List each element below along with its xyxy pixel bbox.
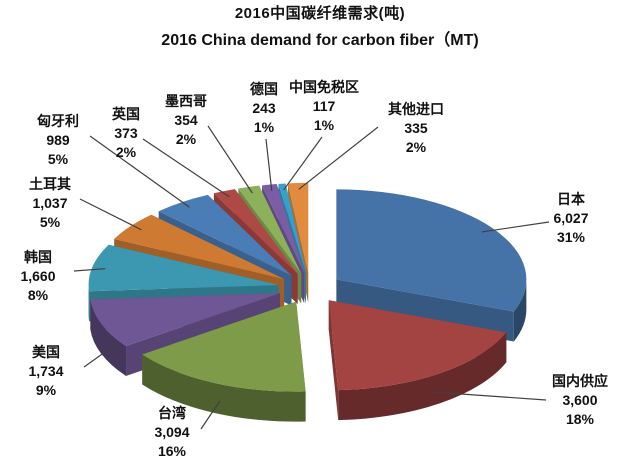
- slice-pct: 8%: [27, 287, 49, 303]
- slice-pct: 2%: [115, 144, 137, 160]
- pie-slice-domestic-supply-rim: [338, 332, 507, 421]
- slice-label-other-imports: 其他进口 335 2%: [351, 100, 481, 157]
- slice-value: 3,600: [562, 392, 598, 408]
- slice-label-usa: 美国 1,734 9%: [0, 343, 111, 400]
- slice-name: 台湾: [158, 405, 186, 421]
- leader-line-other-imports: [298, 126, 379, 190]
- slice-name: 德国: [250, 81, 278, 97]
- slice-pct: 9%: [35, 382, 57, 398]
- leader-line-germany: [265, 138, 273, 191]
- leader-line-turkey: [79, 198, 142, 231]
- slice-value: 373: [114, 125, 138, 141]
- slice-value: 3,094: [154, 424, 190, 440]
- slice-value: 354: [174, 112, 198, 128]
- slice-name: 土耳其: [29, 176, 71, 192]
- slice-label-turkey: 土耳其 1,037 5%: [0, 175, 115, 232]
- leader-line-usa: [83, 345, 115, 368]
- slice-label-domestic-supply: 国内供应 3,600 18%: [515, 372, 640, 429]
- pie-slice-turkey-top: [114, 214, 285, 280]
- slice-pct: 1%: [253, 119, 275, 135]
- slice-name: 其他进口: [388, 101, 444, 117]
- pie-slice-taiwan-rim: [142, 354, 306, 422]
- leader-line-japan: [481, 221, 550, 233]
- pie-slice-domestic-supply-cut-face: [328, 300, 339, 421]
- pie-slice-japan-rim: [513, 279, 527, 342]
- slice-pct: 2%: [175, 131, 197, 147]
- slice-value: 117: [312, 98, 336, 114]
- pie-slice-germany-top: [262, 184, 305, 274]
- pie-slice-south-korea-top: [88, 244, 279, 292]
- slice-value: 335: [404, 120, 428, 136]
- pie-slice-china-bonded-zone-top: [278, 183, 306, 273]
- slice-name: 英国: [112, 106, 140, 122]
- slice-name: 韩国: [24, 249, 52, 265]
- pie-slice-usa-top: [90, 293, 280, 346]
- slice-pct: 5%: [47, 151, 69, 167]
- slice-label-germany: 德国 243 1%: [199, 80, 329, 137]
- slice-label-china-bonded-zone: 中国免税区 117 1%: [259, 78, 389, 135]
- pie-slice-mexico-top: [238, 185, 302, 274]
- slice-pct: 2%: [405, 139, 427, 155]
- slice-label-mexico: 墨西哥 354 2%: [121, 92, 251, 149]
- slice-pct: 31%: [556, 229, 586, 245]
- slice-label-taiwan: 台湾 3,094 16%: [107, 404, 237, 461]
- slice-name: 日本: [557, 191, 585, 207]
- pie-slice-uk-top: [213, 189, 298, 275]
- slice-name: 墨西哥: [165, 93, 207, 109]
- slice-value: 1,037: [32, 195, 68, 211]
- slice-name: 国内供应: [552, 373, 608, 389]
- slice-label-japan: 日本 6,027 31%: [506, 190, 636, 247]
- slice-label-uk: 英国 373 2%: [61, 105, 191, 162]
- slice-value: 243: [252, 100, 276, 116]
- leader-line-mexico: [207, 125, 253, 194]
- slice-pct: 5%: [39, 214, 61, 230]
- pie-slice-other-imports-top: [287, 182, 309, 273]
- pie-slice-taiwan-top: [142, 301, 306, 392]
- pie-slice-japan-top: [336, 189, 527, 312]
- slice-pct: 1%: [313, 117, 335, 133]
- chart-title-en: 2016 China demand for carbon fiber（MT): [161, 32, 479, 49]
- pie-slice-domestic-supply-top: [328, 300, 507, 391]
- slice-name: 美国: [32, 344, 60, 360]
- slice-value: 1,660: [20, 268, 56, 284]
- slice-pct: 18%: [565, 411, 595, 427]
- leader-line-uk: [142, 138, 230, 198]
- leader-line-south-korea: [73, 268, 106, 272]
- pie-slice-usa-rim: [90, 299, 127, 376]
- chart-title: 2016中国碳纤维需求(吨) 2016 China demand for car…: [0, 2, 640, 50]
- slice-value: 989: [46, 132, 70, 148]
- leader-line-hungary: [89, 135, 190, 208]
- slice-value: 6,027: [553, 210, 589, 226]
- chart-title-zh: 2016中国碳纤维需求(吨): [234, 5, 406, 22]
- slice-pct: 16%: [157, 443, 187, 459]
- leader-line-domestic-supply: [432, 391, 547, 401]
- slice-name: 匈牙利: [37, 113, 79, 129]
- slice-label-hungary: 匈牙利 989 5%: [0, 112, 123, 169]
- leader-line-taiwan: [200, 400, 221, 430]
- slice-name: 中国免税区: [289, 79, 359, 95]
- leader-line-china-bonded-zone: [283, 136, 323, 191]
- slice-value: 1,734: [28, 363, 64, 379]
- pie-slice-hungary-top: [158, 194, 292, 276]
- slice-label-south-korea: 韩国 1,660 8%: [0, 248, 103, 305]
